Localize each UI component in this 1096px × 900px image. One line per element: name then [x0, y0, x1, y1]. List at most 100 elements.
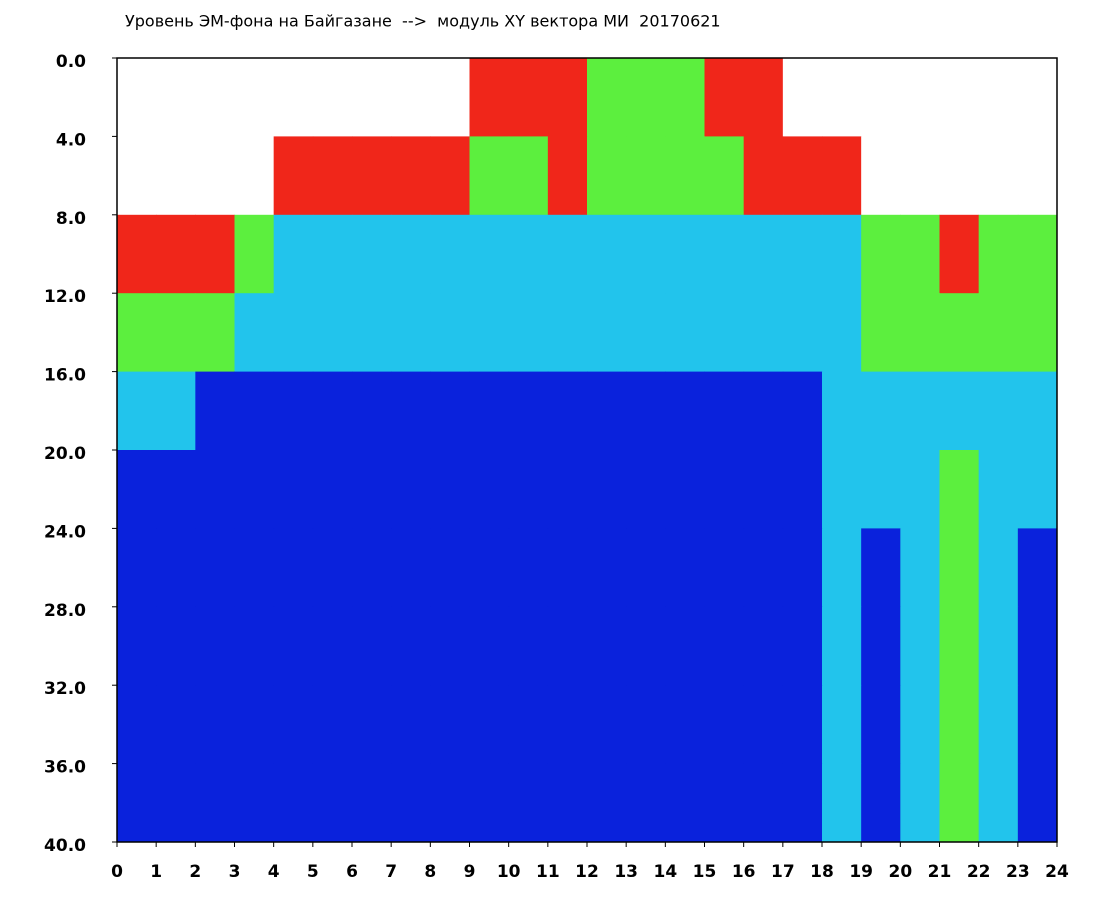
- heatmap-cell: [312, 293, 353, 373]
- heatmap-cell: [704, 606, 745, 686]
- heatmap-cell: [430, 136, 470, 216]
- heatmap-cell: [743, 58, 784, 137]
- heatmap-cell: [1017, 293, 1058, 373]
- heatmap-cell: [665, 606, 705, 686]
- heatmap-cell: [195, 763, 235, 843]
- x-tick-label: 0: [111, 862, 123, 882]
- heatmap-cell: [822, 214, 862, 294]
- heatmap-cell: [939, 293, 980, 373]
- heatmap-cell: [430, 763, 470, 843]
- heatmap-cell: [939, 450, 980, 529]
- heatmap-cell: [900, 606, 940, 686]
- heatmap-cell: [352, 58, 392, 137]
- heatmap-cell: [743, 293, 784, 373]
- heatmap-cell: [469, 214, 510, 294]
- heatmap-cell: [861, 293, 901, 373]
- y-tick-label: 28.0: [44, 601, 86, 621]
- heatmap-cell: [391, 685, 431, 765]
- heatmap-cell: [234, 528, 275, 608]
- heatmap-cell: [939, 606, 980, 686]
- heatmap-cell: [743, 528, 784, 608]
- heatmap-cell: [822, 450, 862, 529]
- heatmap-cell: [508, 606, 549, 686]
- heatmap-cell: [1017, 685, 1058, 765]
- heatmap-cell: [273, 685, 314, 765]
- heatmap-cell: [430, 528, 470, 608]
- heatmap-cell: [861, 58, 901, 137]
- heatmap-cell: [430, 214, 470, 294]
- heatmap-cell: [782, 136, 823, 216]
- heatmap-cell: [626, 763, 666, 843]
- heatmap-cell: [939, 371, 980, 451]
- heatmap-cell: [430, 450, 470, 529]
- heatmap-cell: [782, 606, 823, 686]
- heatmap-cell: [195, 371, 235, 451]
- heatmap-cell: [782, 450, 823, 529]
- heatmap-cell: [861, 606, 901, 686]
- heatmap-cell: [352, 293, 392, 373]
- heatmap-cell: [430, 293, 470, 373]
- heatmap-cell: [665, 763, 705, 843]
- heatmap-cell: [156, 685, 196, 765]
- heatmap-cell: [195, 685, 235, 765]
- heatmap-cell: [352, 528, 392, 608]
- heatmap-cell: [312, 685, 353, 765]
- heatmap-cell: [1017, 214, 1058, 294]
- heatmap-cell: [156, 606, 196, 686]
- heatmap-cell: [156, 136, 196, 216]
- heatmap-cell: [352, 214, 392, 294]
- heatmap-cell: [391, 763, 431, 843]
- heatmap-cell: [430, 685, 470, 765]
- y-tick-label: 4.0: [56, 130, 86, 150]
- heatmap-cell: [665, 528, 705, 608]
- heatmap-cell: [822, 606, 862, 686]
- heatmap-cell: [743, 371, 784, 451]
- x-tick-label: 19: [849, 862, 873, 882]
- heatmap-cell: [234, 685, 275, 765]
- heatmap-cell: [312, 450, 353, 529]
- heatmap-cell: [195, 528, 235, 608]
- heatmap-cell: [352, 136, 392, 216]
- heatmap-cell: [861, 450, 901, 529]
- heatmap-cell: [704, 293, 745, 373]
- heatmap-cell: [861, 528, 901, 608]
- heatmap-cell: [508, 58, 549, 137]
- x-tick-label: 15: [693, 862, 717, 882]
- x-tick-label: 4: [268, 862, 280, 882]
- x-tick-label: 24: [1045, 862, 1069, 882]
- heatmap-cell: [547, 214, 588, 294]
- y-tick-label: 8.0: [56, 209, 86, 229]
- y-tick-label: 12.0: [44, 287, 86, 307]
- heatmap-cell: [312, 371, 353, 451]
- x-tick-label: 23: [1006, 862, 1030, 882]
- heatmap-cell: [978, 371, 1019, 451]
- heatmap-cell: [1017, 58, 1058, 137]
- heatmap-cell: [626, 450, 666, 529]
- heatmap-cell: [704, 685, 745, 765]
- heatmap-cell: [547, 58, 588, 137]
- heatmap-cell: [312, 136, 353, 216]
- heatmap-cell: [939, 136, 980, 216]
- heatmap-cell: [547, 136, 588, 216]
- heatmap-cell: [273, 763, 314, 843]
- y-tick-label: 32.0: [44, 679, 86, 699]
- heatmap-cell: [704, 450, 745, 529]
- heatmap-cell: [900, 371, 940, 451]
- heatmap-cell: [156, 528, 196, 608]
- heatmap-cell: [743, 606, 784, 686]
- heatmap-cell: [900, 763, 940, 843]
- heatmap-cell: [782, 58, 823, 137]
- heatmap-cell: [900, 685, 940, 765]
- heatmap-cell: [312, 606, 353, 686]
- heatmap-cell: [900, 136, 940, 216]
- heatmap-cell: [391, 293, 431, 373]
- heatmap-cell: [312, 214, 353, 294]
- heatmap-cell: [508, 528, 549, 608]
- heatmap-cell: [430, 371, 470, 451]
- heatmap-cell: [939, 58, 980, 137]
- heatmap-cell: [234, 136, 275, 216]
- heatmap-cell: [547, 371, 588, 451]
- heatmap-cell: [469, 685, 510, 765]
- heatmap-cell: [1017, 528, 1058, 608]
- x-tick-label: 20: [888, 862, 912, 882]
